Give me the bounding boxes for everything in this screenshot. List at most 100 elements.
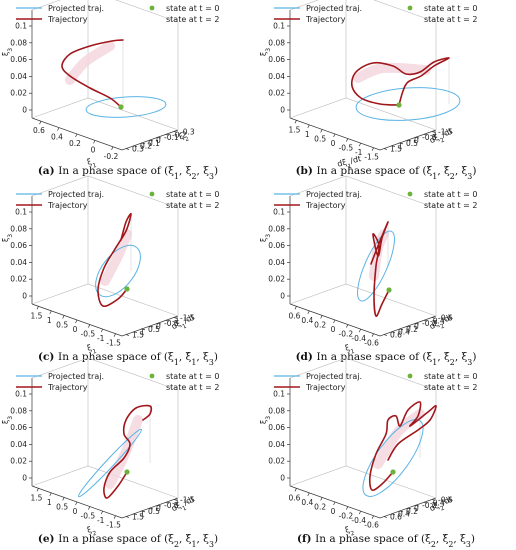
x-tick-label: -0.6 <box>364 521 379 530</box>
x-tick-mark <box>371 333 374 337</box>
legend: Projected traj. Trajectory state at t = 0 s… <box>16 372 219 392</box>
y-tick-label: 1 <box>140 510 145 519</box>
legend-state2-label: state at t = 2 <box>166 15 219 24</box>
x-tick-label: -0.6 <box>364 339 379 348</box>
x-tick-label: 1 <box>47 316 52 325</box>
trajectory-shadow <box>373 409 425 469</box>
axes-box: 00.020.040.060.080.1ξ31.510.50-0.5-1-1.5… <box>259 0 455 170</box>
x-tick-label: 0.5 <box>56 320 68 329</box>
y-tick-mark <box>125 334 130 336</box>
top-back-edges <box>31 357 179 391</box>
y-tick-label: -0.2 <box>422 319 437 328</box>
state-t0-marker <box>124 469 130 475</box>
y-tick-label: 1.5 <box>132 513 144 522</box>
x-tick-label: 1.5 <box>30 493 42 502</box>
y-tick-label: 0 <box>414 322 419 331</box>
floor-front-edges <box>289 117 437 151</box>
y-axis-label: ξ2 <box>177 130 190 145</box>
z-tick-label: 0.08 <box>268 38 285 47</box>
trajectory <box>61 39 124 108</box>
x-tick-mark <box>307 310 310 315</box>
x-tick-mark <box>346 138 349 142</box>
x-tick-label: 0.5 <box>56 502 68 511</box>
y-axis-label: dξ2/dt <box>428 126 455 148</box>
top-back-edges <box>289 175 437 209</box>
z-tick-label: 0.04 <box>10 440 27 449</box>
x-tick-mark <box>111 146 114 150</box>
x-tick-label: 0.2 <box>314 502 326 511</box>
z-tick-label: 0.06 <box>268 423 285 432</box>
x-tick-mark <box>358 328 362 333</box>
x-tick-label: -1 <box>355 148 363 157</box>
x-tick-mark <box>294 120 297 124</box>
z-tick-label: 0.06 <box>268 241 285 250</box>
legend-state0-swatch <box>149 373 155 379</box>
z-tick-label: 0.08 <box>10 224 27 233</box>
floor-front-edges <box>289 485 437 519</box>
x-tick-label: 0.2 <box>314 320 326 329</box>
floor-back-edges <box>31 97 179 131</box>
x-tick-mark <box>39 121 42 125</box>
y-tick-label: -1.5 <box>438 127 453 136</box>
x-tick-mark <box>36 306 39 310</box>
y-tick-label: 0.5 <box>148 325 160 334</box>
legend-trajectory-label: Trajectory <box>305 15 346 24</box>
y-tick-mark <box>149 507 154 510</box>
y-tick-mark <box>157 322 162 325</box>
x-tick-label: 0 <box>73 325 78 334</box>
y-tick-label: 0 <box>156 136 161 145</box>
y-tick-mark <box>165 319 170 322</box>
x-tick-label: -0.2 <box>104 152 119 161</box>
top-back-edges <box>31 0 179 23</box>
x-tick-mark <box>36 488 39 492</box>
x-tick-mark <box>62 497 65 501</box>
y-tick-label: -0.2 <box>172 130 187 139</box>
y-tick-mark <box>149 325 154 328</box>
state-t0-marker <box>396 102 402 108</box>
y-tick-label: 0.3 <box>132 145 144 154</box>
x-tick-mark <box>307 492 310 497</box>
axes-box: 00.020.040.060.080.1ξ31.510.50-0.5-1-1.5… <box>1 175 197 355</box>
y-tick-label: -1.5 <box>180 313 195 322</box>
floor-front-edges <box>31 485 179 519</box>
y-tick-mark <box>125 516 130 518</box>
y-axis-label: dξ1/dt <box>170 312 197 334</box>
z-axis-label: ξ3 <box>259 234 272 242</box>
x-tick-label: -0.2 <box>339 512 354 521</box>
panel-f: 00.020.040.060.080.1ξ30.60.40.20-0.2-0.4… <box>259 357 477 549</box>
x-tick-label: 1 <box>47 498 52 507</box>
floor-front-edges <box>31 117 179 151</box>
legend-state0-swatch <box>407 191 413 197</box>
y-tick-label: -1 <box>172 316 180 325</box>
z-tick-label: 0.06 <box>10 423 27 432</box>
legend-state2-label: state at t = 2 <box>424 201 477 210</box>
y-tick-mark <box>141 328 146 331</box>
projected-trajectory <box>95 244 141 298</box>
x-tick-mark <box>75 319 78 324</box>
legend-state2-label: state at t = 2 <box>424 15 477 24</box>
y-tick-label: -0.2 <box>422 501 437 510</box>
x-tick-mark <box>371 515 374 519</box>
x-tick-label: 0.2 <box>69 139 81 148</box>
y-axis-label: dξ2/dt <box>428 312 455 334</box>
x-tick-label: -0.5 <box>81 330 96 339</box>
floor-back-edges <box>289 465 437 499</box>
legend-state0-swatch <box>407 5 413 11</box>
y-tick-label: -0.1 <box>164 133 179 142</box>
trajectory-shadow <box>353 62 431 83</box>
z-tick-label: 0.02 <box>10 89 27 98</box>
y-tick-mark <box>399 510 404 513</box>
y-tick-mark <box>415 136 420 139</box>
z-tick-label: 0 <box>22 474 27 483</box>
axes-box: 00.020.040.060.080.1ξ30.60.40.20-0.2-0.4… <box>259 175 455 355</box>
legend-projected-label: Projected traj. <box>306 372 362 381</box>
x-tick-label: 0.4 <box>51 133 63 142</box>
y-tick-label: -0.6 <box>438 313 453 322</box>
y-tick-mark <box>157 504 162 507</box>
z-tick-label: 0.04 <box>268 440 285 449</box>
y-tick-label: 0 <box>156 504 161 513</box>
legend-projected-label: Projected traj. <box>48 190 104 199</box>
y-tick-label: 0.2 <box>406 325 418 334</box>
legend-state0-swatch <box>149 5 155 11</box>
legend-projected-label: Projected traj. <box>48 4 104 13</box>
